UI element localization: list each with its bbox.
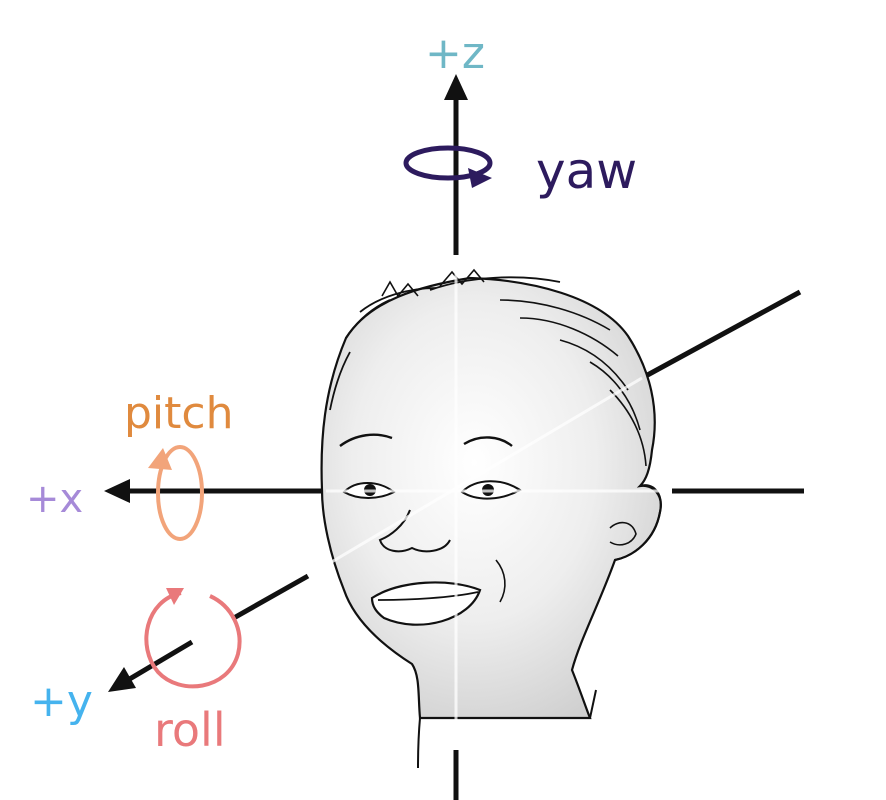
y-axis-label: +y <box>30 676 93 727</box>
y-axis <box>108 289 802 692</box>
pitch-rotation-icon <box>148 445 204 541</box>
x-axis-label: +x <box>26 476 83 522</box>
pitch-label: pitch <box>124 388 233 439</box>
z-axis-label: +z <box>425 28 485 79</box>
yaw-rotation-icon <box>403 145 493 188</box>
yaw-label: yaw <box>536 142 637 200</box>
roll-label: roll <box>154 703 226 757</box>
face-illustration <box>307 262 672 769</box>
roll-rotation-icon <box>144 588 242 689</box>
x-axis <box>104 479 804 503</box>
